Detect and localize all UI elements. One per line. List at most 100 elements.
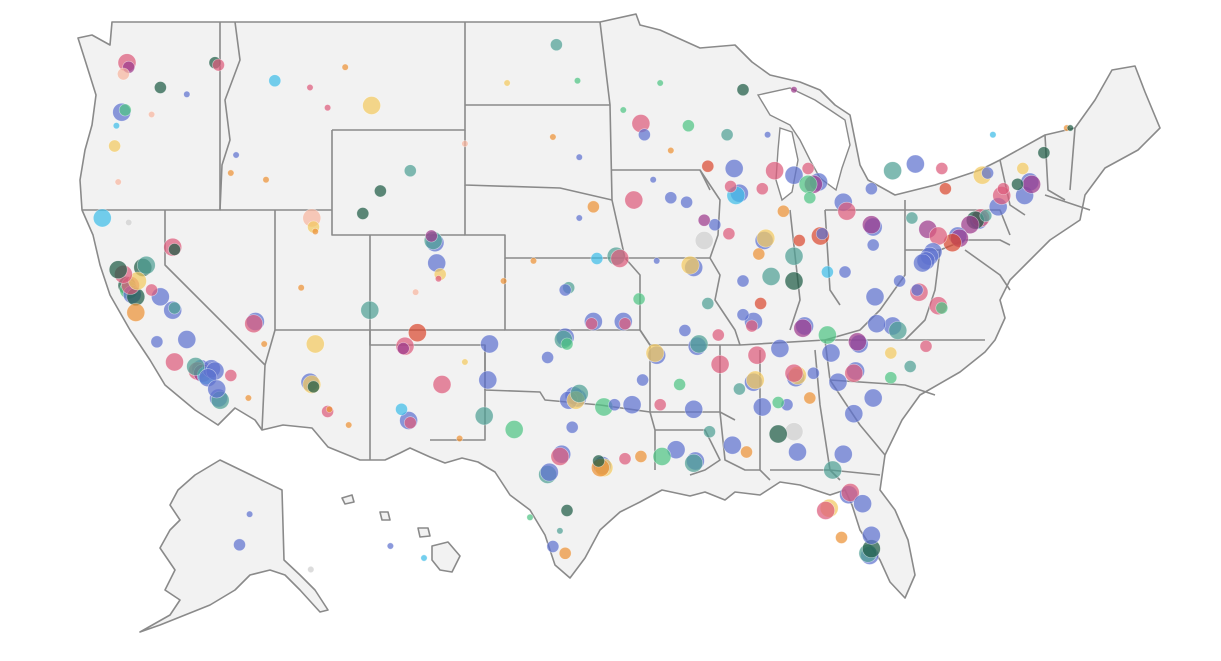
- location-bubble: [504, 420, 524, 439]
- location-bubble: [960, 215, 980, 234]
- location-bubble: [764, 131, 772, 139]
- location-bubble: [645, 343, 665, 363]
- location-bubble: [610, 249, 630, 268]
- bubble-layer: [93, 38, 1074, 573]
- location-bubble: [1037, 146, 1051, 159]
- location-bubble: [500, 277, 508, 285]
- location-bubble: [165, 352, 184, 372]
- location-bubble: [154, 81, 167, 94]
- location-bubble: [356, 207, 370, 220]
- location-bubble: [722, 227, 736, 240]
- location-bubble: [736, 83, 750, 96]
- location-bubble: [723, 435, 742, 455]
- location-bubble: [710, 354, 730, 374]
- location-bubble: [777, 204, 790, 218]
- location-bubble: [888, 321, 908, 340]
- location-bubble: [619, 106, 627, 114]
- location-bubble: [305, 334, 325, 354]
- location-bubble: [793, 318, 813, 338]
- location-bubble: [540, 462, 559, 482]
- location-bubble: [649, 176, 657, 184]
- location-bubble: [754, 297, 767, 310]
- location-bubble: [126, 303, 146, 322]
- location-bubble: [673, 378, 686, 391]
- great-lakes: [756, 87, 851, 192]
- location-bubble: [755, 182, 769, 195]
- location-bubble: [456, 434, 464, 442]
- location-bubble: [667, 147, 675, 155]
- location-bubble: [590, 252, 604, 265]
- location-bubble: [311, 228, 319, 236]
- location-bubble: [653, 257, 661, 265]
- location-bubble: [1011, 178, 1024, 191]
- location-bubble: [653, 398, 667, 412]
- location-bubble: [689, 334, 709, 354]
- location-bubble: [664, 191, 678, 204]
- location-bubble: [575, 214, 583, 222]
- location-bubble: [360, 300, 380, 320]
- location-bubble: [1016, 162, 1030, 175]
- location-bubble: [396, 342, 410, 355]
- location-bubble: [803, 191, 817, 204]
- location-bubble: [680, 195, 693, 209]
- location-bubble: [862, 525, 881, 545]
- location-bubble: [866, 238, 880, 252]
- location-bubble: [403, 416, 417, 430]
- location-bubble: [592, 454, 605, 468]
- location-bubble: [798, 175, 818, 194]
- location-bubble: [893, 274, 906, 288]
- location-bubble: [168, 301, 181, 315]
- location-bubble: [636, 373, 649, 387]
- location-bubble: [979, 209, 993, 222]
- location-bubble: [752, 247, 766, 261]
- location-bubble: [823, 460, 843, 480]
- location-bubble: [863, 388, 883, 408]
- location-bubble: [324, 104, 332, 112]
- location-bubble: [821, 343, 841, 363]
- location-bubble: [227, 169, 235, 177]
- location-bubble: [374, 184, 387, 198]
- location-bubble: [724, 180, 737, 193]
- location-bubble: [828, 372, 848, 392]
- location-bubble: [761, 267, 781, 286]
- location-bubble: [624, 190, 644, 210]
- location-bubble: [680, 255, 700, 275]
- location-bubble: [108, 260, 128, 280]
- location-bubble: [835, 531, 848, 544]
- location-bubble: [935, 162, 949, 175]
- location-bubble: [770, 339, 790, 358]
- location-bubble: [114, 178, 122, 186]
- location-bubble: [480, 334, 499, 354]
- location-bubble: [550, 38, 563, 52]
- location-bubble: [747, 345, 767, 365]
- location-bubble: [246, 510, 254, 518]
- location-bubble: [262, 176, 270, 184]
- location-bubble: [865, 182, 878, 195]
- location-bubble: [740, 445, 753, 459]
- location-bubble: [913, 253, 932, 273]
- location-bubble: [694, 231, 714, 250]
- location-bubble: [461, 358, 469, 366]
- location-bubble: [905, 211, 919, 225]
- location-bubble: [833, 444, 853, 464]
- location-bubble: [558, 546, 572, 560]
- location-bubble: [745, 319, 759, 333]
- location-bubble: [815, 227, 829, 240]
- location-bubble: [652, 447, 672, 466]
- location-bubble: [541, 351, 554, 364]
- location-bubble: [618, 317, 632, 331]
- location-bubble: [244, 394, 252, 402]
- location-bubble: [297, 284, 305, 292]
- location-bubble: [183, 90, 191, 98]
- location-bubble: [745, 370, 765, 390]
- location-bubble: [412, 288, 420, 296]
- location-bubble: [212, 58, 225, 72]
- location-bubble: [550, 447, 570, 466]
- location-bubble: [1022, 175, 1041, 194]
- location-bubble: [145, 283, 158, 297]
- location-bubble: [432, 375, 452, 394]
- location-bubble: [939, 182, 952, 195]
- location-bubble: [803, 391, 817, 405]
- location-bubble: [529, 257, 537, 265]
